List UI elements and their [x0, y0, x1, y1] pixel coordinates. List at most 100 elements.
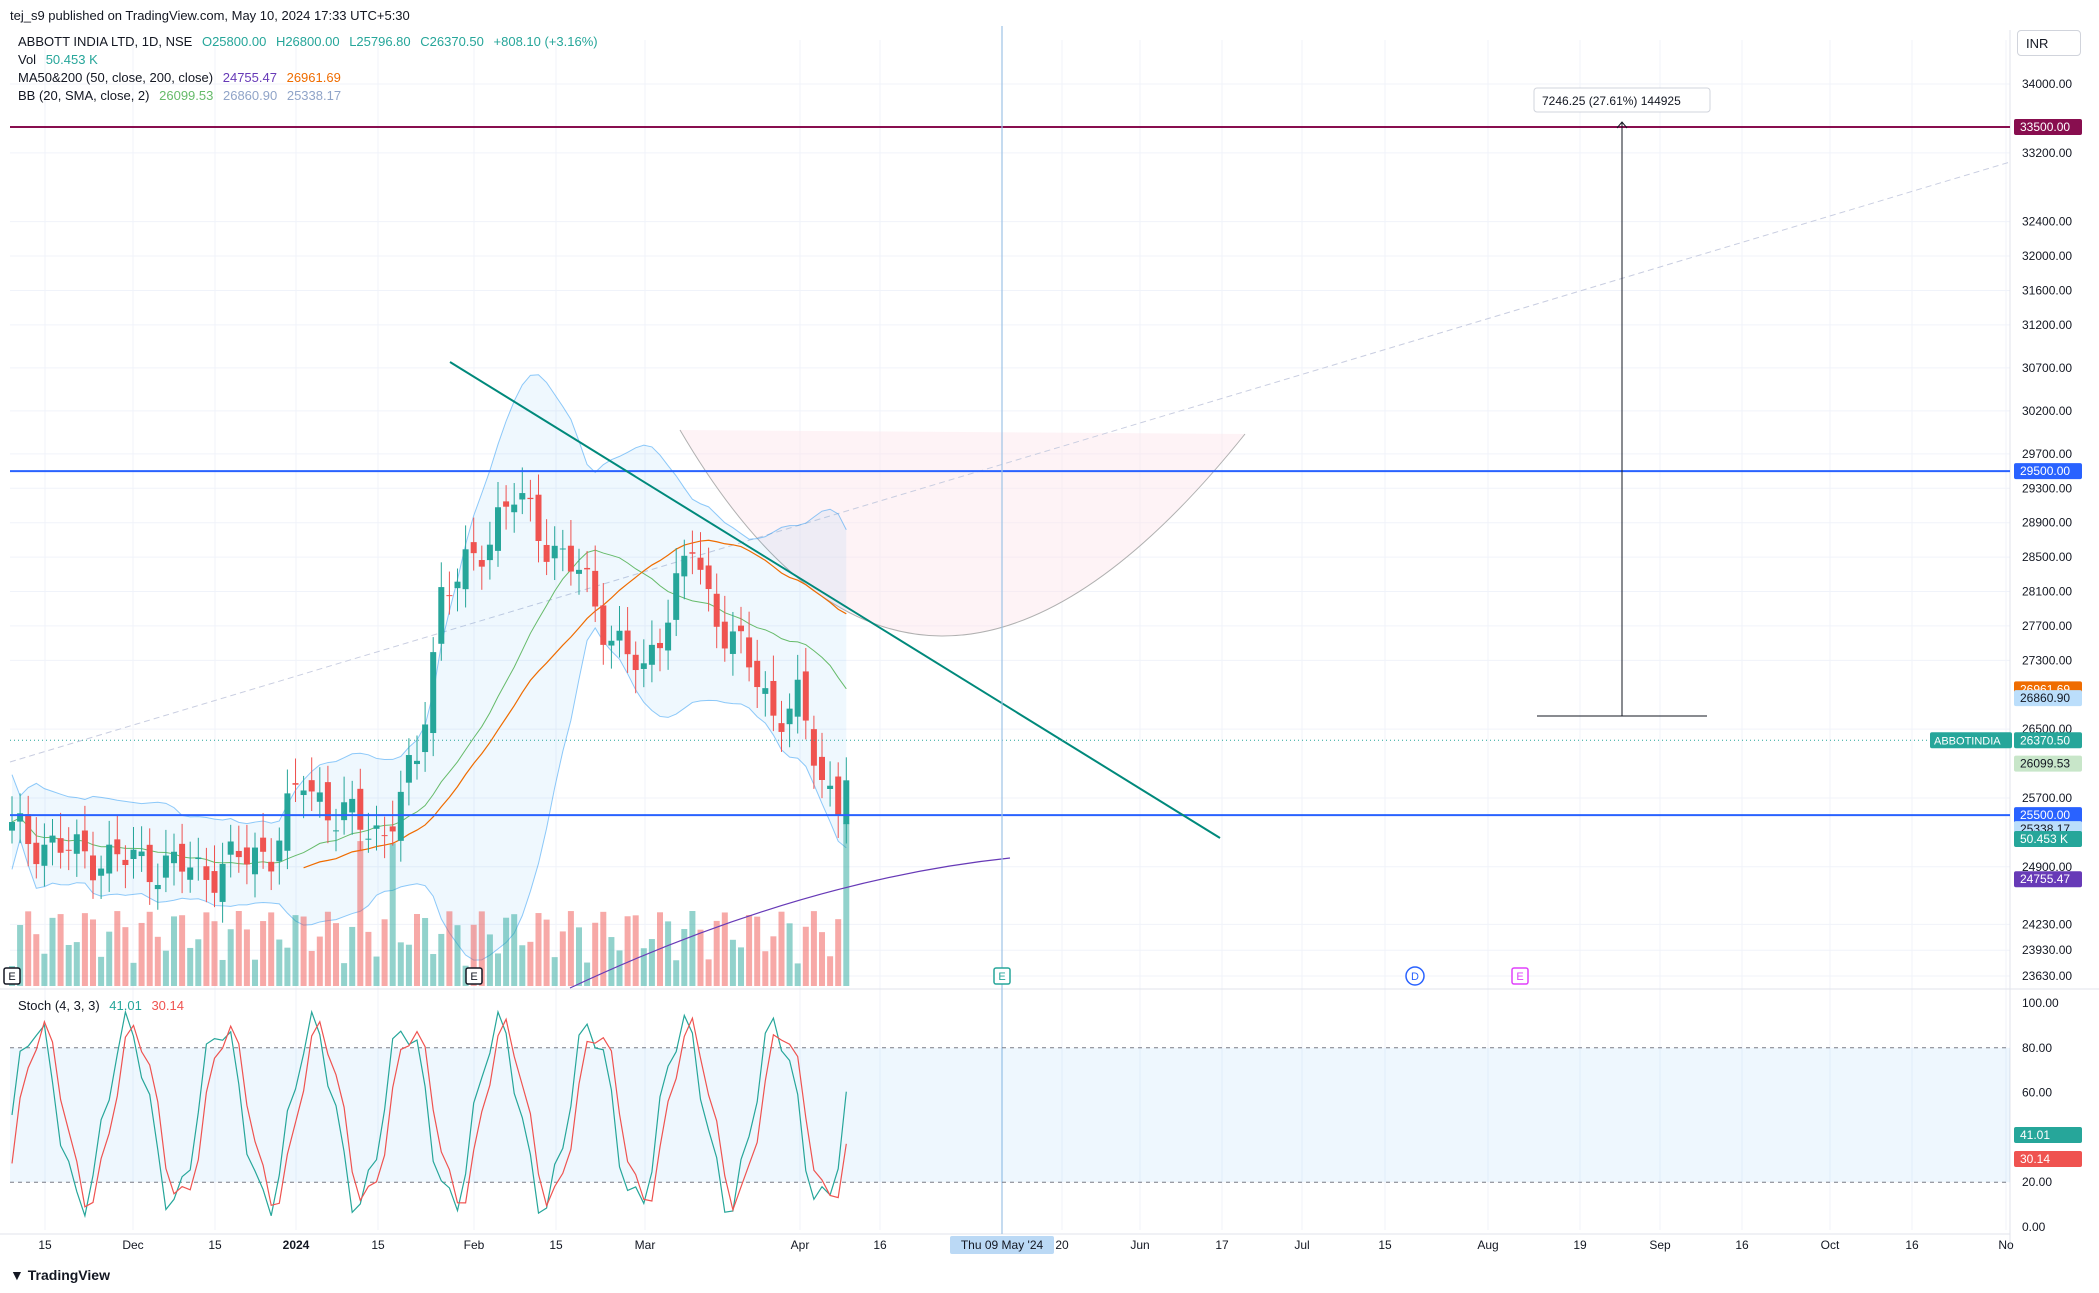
candle — [405, 738, 412, 806]
volume-bar — [802, 926, 809, 986]
candle-body — [276, 840, 283, 862]
candle-body — [794, 679, 801, 717]
candle — [65, 827, 72, 871]
candle-body — [430, 652, 437, 734]
ma-legend[interactable]: MA50&200 (50, close, 200, close) 24755.4… — [18, 70, 347, 85]
candle-body — [308, 780, 315, 792]
currency-button[interactable]: INR — [2017, 30, 2081, 56]
candle-body — [632, 654, 639, 671]
bb-upper-line — [11, 374, 847, 825]
candle-body — [495, 507, 501, 551]
candle — [389, 800, 396, 846]
candle-body — [697, 557, 704, 570]
bb-basis-value: 26099.53 — [159, 88, 214, 103]
candle-body — [657, 642, 663, 649]
volume-bar — [422, 917, 429, 986]
candle — [648, 620, 655, 683]
candle — [786, 693, 793, 748]
volume-bar — [738, 947, 744, 986]
price-tick-label: 30700.00 — [2022, 361, 2072, 375]
measure-label: 7246.25 (27.61%) 144925 — [1542, 94, 1681, 108]
ma50-price-badge-bg — [2014, 871, 2082, 888]
candle-body — [835, 776, 842, 815]
volume-bar — [414, 914, 420, 986]
symbol-tag-bg — [1930, 732, 2012, 749]
candle — [98, 855, 105, 899]
crosshair-date-label: Thu 09 May '24 — [961, 1238, 1044, 1252]
price-tick-label: 24230.00 — [2022, 917, 2072, 931]
candle-body — [543, 544, 550, 562]
time-tick-label: 15 — [38, 1238, 52, 1252]
candle-body — [422, 724, 429, 753]
candle-body — [381, 835, 388, 837]
crosshair-date-bg — [950, 1236, 1054, 1254]
volume-bar — [405, 944, 412, 986]
price-tick-label: 23630.00 — [2022, 969, 2072, 983]
volume-bar — [49, 917, 56, 986]
candle — [527, 479, 534, 522]
candle-body — [65, 849, 72, 851]
candle — [576, 548, 582, 595]
stoch-d-badge: 30.14 — [2020, 1152, 2050, 1166]
candle-body — [535, 494, 542, 541]
candle-body — [138, 851, 145, 857]
volume-bar — [389, 843, 396, 986]
candle-body — [154, 884, 161, 890]
price-tick-label: 24900.00 — [2022, 860, 2072, 874]
time-tick-label: Feb — [464, 1238, 485, 1252]
volume-legend[interactable]: Vol 50.453 K — [18, 52, 104, 67]
candle — [162, 829, 169, 893]
ma50-line — [569, 857, 1011, 989]
stoch-k-line — [11, 1009, 847, 1219]
bb-lower-line — [11, 627, 847, 961]
candle — [260, 812, 267, 869]
candle-body — [57, 838, 64, 853]
volume-bar — [81, 913, 88, 986]
price-tick-label: 31600.00 — [2022, 283, 2072, 297]
candle — [187, 841, 194, 893]
candle — [681, 539, 688, 600]
candle-body — [729, 631, 736, 654]
volume-bar — [794, 963, 801, 986]
candle — [81, 805, 88, 869]
candle — [227, 824, 234, 878]
volume-bar — [171, 916, 177, 986]
bb-legend[interactable]: BB (20, SMA, close, 2) 26099.53 26860.90… — [18, 88, 347, 103]
volume-bar — [300, 916, 307, 986]
candle-body — [770, 680, 777, 716]
volume-bar — [632, 915, 639, 986]
volume-bar — [778, 911, 785, 986]
candle-body — [827, 785, 834, 789]
candle — [219, 842, 226, 923]
event-marker-label: E — [998, 971, 1005, 983]
volume-bar — [527, 941, 534, 986]
candle — [300, 775, 307, 819]
candle — [665, 599, 672, 670]
candle-body — [414, 760, 420, 765]
time-tick-label: 17 — [1215, 1238, 1229, 1252]
candle-body — [106, 844, 113, 874]
ma50-price-badge: 24755.47 — [2020, 872, 2070, 886]
candle — [381, 816, 388, 859]
candle-body — [195, 857, 202, 860]
candle — [738, 606, 744, 654]
candle — [154, 863, 161, 910]
candle — [252, 832, 258, 898]
ma200-line — [303, 539, 847, 869]
time-tick-label: 2024 — [283, 1238, 310, 1252]
time-tick-label: Oct — [1821, 1238, 1840, 1252]
symbol-title[interactable]: ABBOTT INDIA LTD, 1D, NSE — [18, 34, 193, 49]
time-tick-label: 15 — [549, 1238, 563, 1252]
stoch-legend[interactable]: Stoch (4, 3, 3) 41.01 30.14 — [18, 998, 190, 1013]
event-marker-label: E — [8, 971, 15, 983]
volume-bar — [17, 924, 24, 986]
candle — [705, 547, 712, 612]
candle — [746, 611, 753, 682]
candle-body — [721, 621, 728, 649]
candle — [268, 838, 275, 891]
candle-body — [130, 849, 137, 860]
candle-body — [843, 780, 850, 825]
symbol-legend: ABBOTT INDIA LTD, 1D, NSE O25800.00 H268… — [18, 34, 604, 49]
candle — [41, 823, 48, 887]
